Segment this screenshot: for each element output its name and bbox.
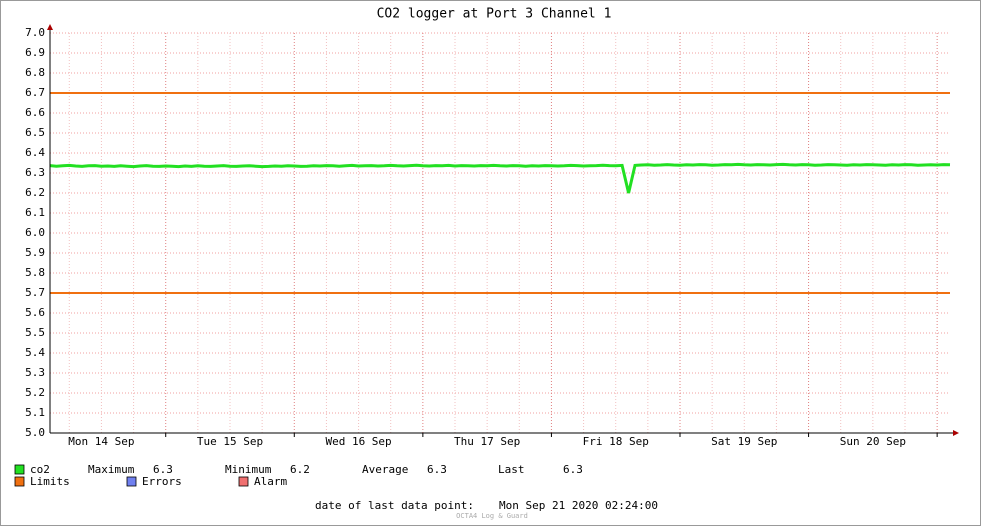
x-arrow — [953, 430, 959, 436]
y-tick-label: 5.3 — [25, 366, 45, 379]
y-tick-label: 6.8 — [25, 66, 45, 79]
y-arrow — [47, 24, 53, 30]
y-tick-label: 5.9 — [25, 246, 45, 259]
y-tick-label: 5.1 — [25, 406, 45, 419]
y-tick-label: 6.6 — [25, 106, 45, 119]
data-line — [49, 162, 951, 194]
stat-value: 6.2 — [290, 463, 310, 476]
x-tick-label: Tue 15 Sep — [197, 435, 263, 448]
y-tick-label: 5.0 — [25, 426, 45, 439]
legend-swatch — [14, 476, 25, 487]
stat-label: Average — [362, 463, 408, 476]
legend-label: Errors — [142, 475, 182, 488]
marks — [49, 92, 951, 294]
x-tick-label: Sun 20 Sep — [840, 435, 906, 448]
y-tick-label: 5.4 — [25, 346, 45, 359]
watermark: OCTA4 Log & Guard — [456, 512, 528, 520]
chart-title: CO2 logger at Port 3 Channel 1 — [377, 7, 612, 22]
y-tick-label: 5.6 — [25, 306, 45, 319]
stat-label: Maximum — [88, 463, 135, 476]
footer-value: Mon Sep 21 2020 02:24:00 — [499, 499, 658, 512]
legend-label: Alarm — [254, 475, 287, 488]
y-tick-label: 6.1 — [25, 206, 45, 219]
y-tick-label: 6.3 — [25, 166, 45, 179]
stat-value: 6.3 — [427, 463, 447, 476]
x-tick-label: Sat 19 Sep — [711, 435, 777, 448]
y-tick-label: 6.2 — [25, 186, 45, 199]
stat-value: 6.3 — [153, 463, 173, 476]
x-tick-label: Mon 14 Sep — [68, 435, 134, 448]
stat-value: 6.3 — [563, 463, 583, 476]
legend-swatch — [126, 476, 137, 487]
legend-label: co2 — [30, 463, 50, 476]
legend-swatch — [14, 464, 25, 475]
y-tick-label: 6.9 — [25, 46, 45, 59]
x-tick-label: Wed 16 Sep — [325, 435, 391, 448]
y-tick-label: 5.5 — [25, 326, 45, 339]
footer-label: date of last data point: — [315, 499, 474, 512]
legend-label: Limits — [30, 475, 70, 488]
legend-swatch — [238, 476, 249, 487]
y-tick-label: 6.0 — [25, 226, 45, 239]
y-tick-label: 7.0 — [25, 26, 45, 39]
x-tick-label: Thu 17 Sep — [454, 435, 520, 448]
stat-label: Last — [498, 463, 525, 476]
y-tick-label: 6.4 — [25, 146, 45, 159]
y-tick-label: 5.7 — [25, 286, 45, 299]
y-tick-label: 5.2 — [25, 386, 45, 399]
x-tick-label: Fri 18 Sep — [583, 435, 649, 448]
stat-label: Minimum — [225, 463, 272, 476]
y-tick-label: 6.5 — [25, 126, 45, 139]
y-tick-label: 5.8 — [25, 266, 45, 279]
y-tick-label: 6.7 — [25, 86, 45, 99]
